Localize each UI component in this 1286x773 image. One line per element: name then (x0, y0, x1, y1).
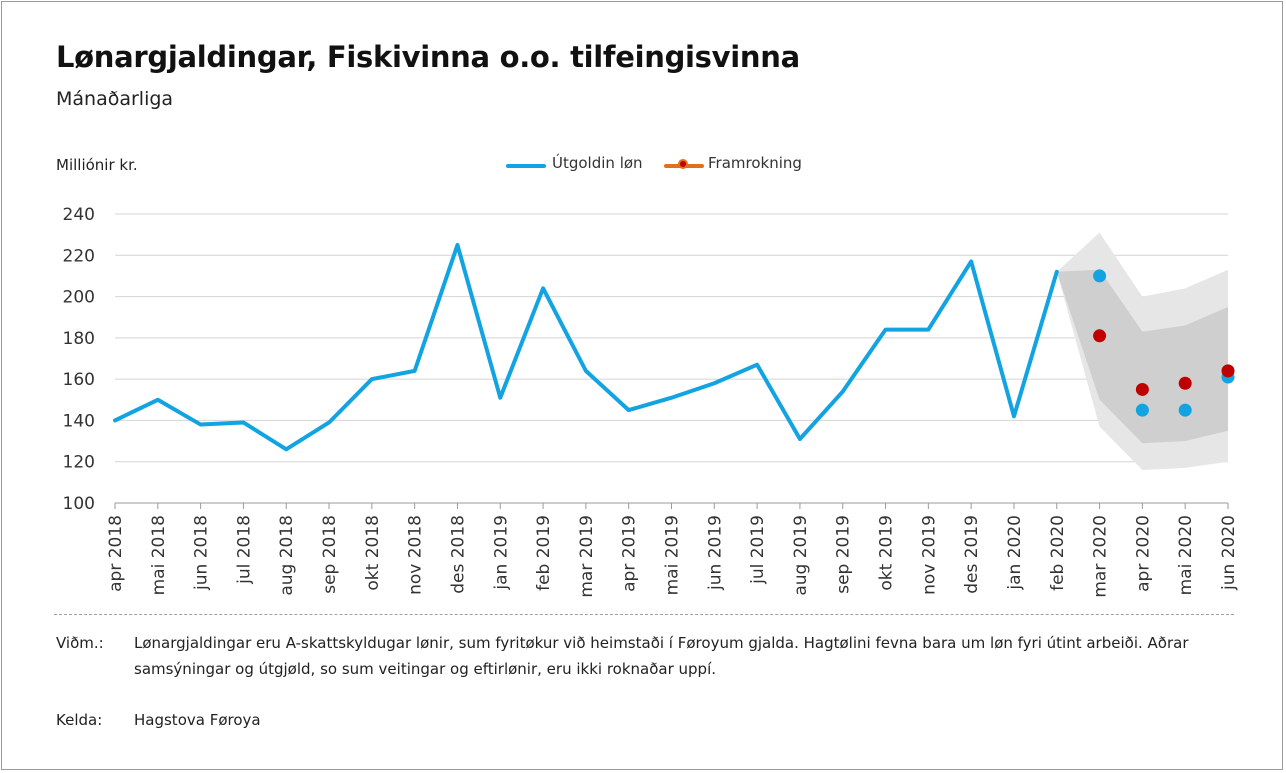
x-tick-label: mar 2019 (577, 515, 597, 598)
data-point-utgoldin (1135, 403, 1149, 417)
x-tick-label: mai 2018 (149, 515, 169, 595)
x-tick-label: apr 2019 (620, 515, 640, 592)
data-point-framrokning (1135, 382, 1149, 396)
source-text: Hagstova Føroya (134, 711, 261, 729)
y-tick-label: 120 (63, 453, 95, 473)
chart-title: Lønargjaldingar, Fiskivinna o.o. tilfein… (56, 40, 800, 74)
x-tick-label: jun 2018 (192, 515, 212, 591)
chart-subtitle: Mánaðarliga (56, 88, 174, 110)
x-tick-label: des 2018 (448, 515, 468, 594)
x-tick-label: aug 2018 (277, 515, 297, 596)
y-axis-label: Milliónir kr. (56, 156, 138, 174)
y-tick-label: 100 (63, 494, 95, 514)
x-tick-label: mai 2019 (663, 515, 683, 595)
x-tick-label: jun 2019 (705, 515, 725, 591)
x-tick-label: feb 2019 (534, 515, 554, 591)
y-tick-label: 160 (63, 370, 95, 390)
y-tick-label: 200 (63, 288, 95, 308)
x-tick-label: mai 2020 (1176, 515, 1196, 595)
y-tick-label: 140 (63, 411, 95, 431)
x-tick-label: des 2019 (962, 515, 982, 594)
x-tick-label: jul 2019 (748, 515, 768, 585)
x-tick-label: jun 2020 (1219, 515, 1239, 591)
y-tick-label: 240 (63, 205, 95, 225)
y-tick-label: 180 (63, 329, 95, 349)
legend-label-framrokning: Framrokning (708, 154, 802, 172)
source-label: Kelda: (56, 711, 103, 729)
data-point-utgoldin (1178, 403, 1192, 417)
x-tick-label: mar 2020 (1091, 515, 1111, 598)
x-tick-label: jan 2020 (1005, 515, 1025, 591)
legend-line-icon (506, 164, 546, 168)
divider (54, 614, 1234, 615)
series-line-utgoldin (113, 242, 1059, 452)
x-tick-label: sep 2018 (320, 515, 340, 594)
data-point-utgoldin (1093, 269, 1107, 283)
forecast-band-1 (1056, 269, 1228, 444)
legend-label-utgoldin: Útgoldin løn (552, 154, 643, 172)
y-tick-label: 220 (63, 246, 95, 266)
x-tick-label: okt 2018 (363, 515, 383, 591)
x-tick-label: okt 2019 (877, 515, 897, 591)
data-point-framrokning (1093, 329, 1107, 343)
x-tick-label: nov 2018 (406, 515, 426, 595)
x-tick-label: jul 2018 (234, 515, 254, 585)
x-tick-label: apr 2020 (1133, 515, 1153, 592)
note-text: Lønargjaldingar eru A-skattskyldugar løn… (134, 634, 1189, 678)
x-tick-label: jan 2019 (491, 515, 511, 591)
note-label: Viðm.: (56, 634, 104, 652)
data-point-framrokning (1178, 376, 1192, 390)
x-tick-label: nov 2019 (919, 515, 939, 595)
legend-dot-icon (678, 159, 688, 169)
x-tick-label: apr 2018 (106, 515, 126, 592)
x-tick-label: aug 2019 (791, 515, 811, 596)
data-point-framrokning (1221, 364, 1235, 378)
x-tick-label: sep 2019 (834, 515, 854, 594)
x-tick-label: feb 2020 (1048, 515, 1068, 591)
